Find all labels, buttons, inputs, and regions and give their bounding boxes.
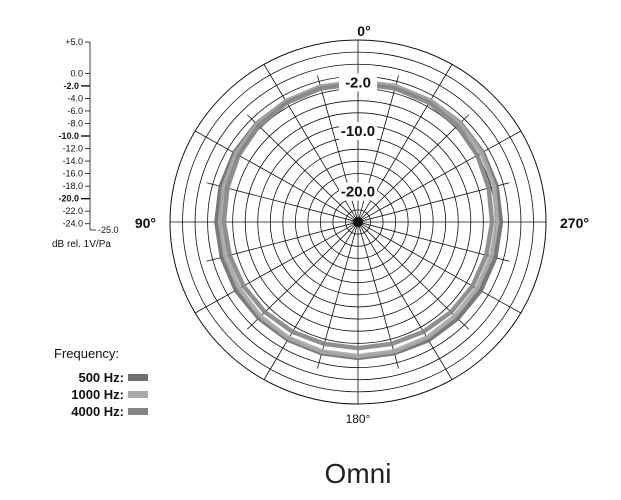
grid-spoke [361, 182, 510, 222]
legend-title: Frequency: [54, 346, 119, 361]
scale-tick-label-2: -2.0 [63, 81, 79, 91]
scale-tick-label-9: -16.0 [62, 169, 83, 179]
ring-label-0: -2.0 [345, 74, 371, 91]
grid-spoke [263, 224, 357, 380]
scale-tick-label-1: 0.0 [70, 68, 83, 78]
legend-swatch-1 [128, 391, 148, 398]
chart-title: Omni [325, 458, 392, 489]
ring-label-bg [339, 122, 377, 140]
angle-label-180: 180° [346, 412, 371, 426]
scale-tick-label-8: -14.0 [62, 156, 83, 166]
scale-tick-label-5: -8.0 [67, 118, 83, 128]
ring-label-bg [339, 73, 377, 92]
scale-min-label: -25.0 [98, 225, 119, 235]
angle-label-270: 270° [560, 215, 589, 231]
grid-spoke [246, 114, 356, 220]
grid-spoke [361, 130, 522, 221]
scale-tick-label-12: -22.0 [62, 206, 83, 216]
ring-labels: -2.0 -10.0 -20.0 [339, 73, 377, 201]
scale-tick-label-11: -20.0 [58, 194, 79, 204]
legend: Frequency: 500 Hz: 1000 Hz: 4000 Hz: [54, 346, 148, 419]
scale-tick-label-3: -4.0 [67, 93, 83, 103]
polar-curves [214, 79, 504, 361]
legend-entry-2: 4000 Hz: [71, 404, 124, 419]
ring-label-1: -10.0 [341, 123, 375, 140]
ring-label-bg [339, 182, 377, 201]
legend-entry-0: 500 Hz: [78, 370, 124, 385]
legend-swatch-2 [128, 408, 148, 415]
scale-tick-label-4: -6.0 [67, 106, 83, 116]
scale-tick-label-10: -18.0 [62, 181, 83, 191]
grid-spoke [194, 130, 355, 221]
center-dot [353, 217, 363, 227]
radial-scale: +5.0 0.0 -2.0 -4.0 -6.0 -8.0 -10.0 -12.0 -14.0 -1… [58, 37, 118, 235]
scale-tick-label-6: -10.0 [58, 131, 79, 141]
angle-label-0: 0° [357, 23, 370, 39]
legend-swatch-0 [128, 374, 148, 381]
scale-tick-label-13: -24.0 [62, 219, 83, 229]
grid-spoke [360, 114, 470, 220]
grid-spoke [359, 224, 453, 380]
angle-labels: 0° 90° 180° 270° [135, 23, 589, 426]
series-curve-2 [221, 81, 495, 351]
ring-label-2: -20.0 [341, 184, 375, 201]
angle-label-90: 90° [135, 215, 156, 231]
series-curve-1 [217, 79, 500, 359]
scale-tick-label-0: +5.0 [65, 37, 83, 47]
grid-spoke [206, 182, 355, 222]
legend-entry-1: 1000 Hz: [71, 387, 124, 402]
scale-tick-label-7: -12.0 [62, 144, 83, 154]
units-label: dB rel. 1V/Pa [52, 239, 111, 250]
grid-spoke [194, 223, 355, 314]
grid-spoke [361, 223, 522, 314]
